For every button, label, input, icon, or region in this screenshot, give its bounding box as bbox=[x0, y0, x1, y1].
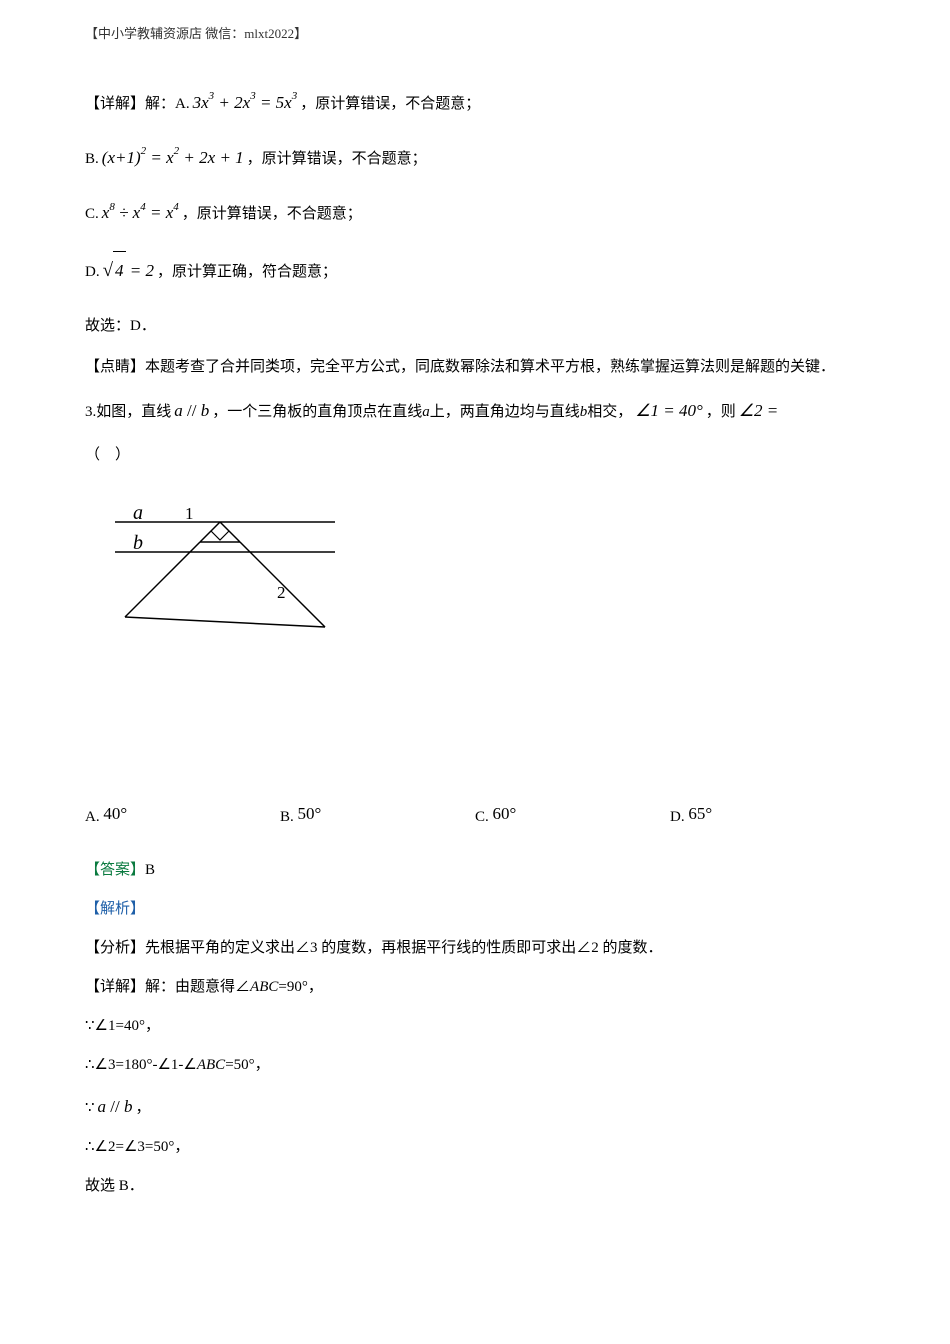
prev-conclusion: 故选：D． bbox=[85, 310, 865, 343]
opt-c-value: 60° bbox=[493, 804, 517, 823]
q3-text3: 上，两直角边均与直线 bbox=[430, 396, 580, 429]
q3-detail-5: ∴∠2=∠3=50°， bbox=[85, 1131, 865, 1164]
analyze-label: 【分析】 bbox=[85, 940, 145, 956]
q3-detail-4: ∵ a // b ， bbox=[85, 1088, 865, 1125]
opt-c-text: ，原计算错误，不合题意； bbox=[182, 198, 362, 231]
q3-cond1: a // b bbox=[171, 392, 212, 429]
prev-detail-b: B. (x+1)2 = x2 + 2x + 1 ，原计算错误，不合题意； bbox=[85, 139, 865, 176]
detail-line4-a: ∵ bbox=[85, 1092, 95, 1125]
page-header: 【中小学教辅资源店 微信：mlxt2022】 bbox=[85, 20, 865, 49]
opt-b-eq: (x+1)2 = x2 + 2x + 1 bbox=[99, 139, 247, 176]
opt-a-label: A. bbox=[175, 88, 190, 121]
q3-detail-1: 【详解】解：由题意得∠ABC=90°， bbox=[85, 971, 865, 1004]
q3-options-marker: （ ） bbox=[85, 439, 865, 472]
q3-diagram-container: a b 1 2 bbox=[85, 492, 865, 765]
q3-diagram: a b 1 2 bbox=[105, 492, 345, 752]
prev-detail-d: D. √4 = 2 ，原计算正确，符合题意； bbox=[85, 250, 865, 292]
opt-d-label: D. bbox=[670, 809, 688, 825]
answer-label: 【答案】 bbox=[85, 862, 145, 878]
q3-text4: 相交， bbox=[587, 396, 632, 429]
q3-text5: ，则 bbox=[706, 396, 736, 429]
opt-b-label: B. bbox=[85, 143, 99, 176]
opt-a-label: A. bbox=[85, 809, 103, 825]
detail-line1-a: 解：由题意得∠ bbox=[145, 979, 250, 995]
opt-a-text: ，原计算错误，不合题意； bbox=[300, 88, 480, 121]
q3-options: A. 40° B. 50° C. 60° D. 65° bbox=[85, 795, 865, 834]
prev-comment: 【点睛】本题考查了合并同类项，完全平方公式，同底数幂除法和算术平方根，熟练掌握运… bbox=[85, 351, 865, 384]
q3-text2: ，一个三角板的直角顶点在直线 bbox=[212, 396, 422, 429]
q3-analysis-label: 【解析】 bbox=[85, 893, 865, 926]
detail-line1-b: =90°， bbox=[278, 979, 322, 995]
diagram-label-a: a bbox=[133, 502, 143, 524]
analyze-text: 先根据平角的定义求出∠3 的度数，再根据平行线的性质即可求出∠2 的度数． bbox=[145, 940, 663, 956]
detail-label: 【详解】 bbox=[85, 979, 145, 995]
q3-stem: 3. 如图，直线 a // b ，一个三角板的直角顶点在直线 a 上，两直角边均… bbox=[85, 392, 865, 429]
q3-var-b: b bbox=[580, 396, 588, 429]
q3-text1: 如图，直线 bbox=[96, 396, 171, 429]
q3-conclusion: 故选 B． bbox=[85, 1170, 865, 1203]
q3-option-b: B. 50° bbox=[280, 795, 475, 834]
q3-option-c: C. 60° bbox=[475, 795, 670, 834]
prev-detail-c: C. x8 ÷ x4 = x4 ，原计算错误，不合题意； bbox=[85, 194, 865, 231]
q3-number: 3. bbox=[85, 396, 96, 429]
opt-d-eq: √4 = 2 bbox=[100, 250, 157, 292]
q3-detail-2: ∵∠1=40°， bbox=[85, 1010, 865, 1043]
diagram-label-1: 1 bbox=[185, 504, 194, 523]
q3-analyze: 【分析】先根据平角的定义求出∠3 的度数，再根据平行线的性质即可求出∠2 的度数… bbox=[85, 932, 865, 965]
detail-line1-abc: ABC bbox=[250, 979, 278, 995]
comment-label: 【点睛】 bbox=[85, 359, 145, 375]
detail-line4-eq: a // b bbox=[95, 1088, 136, 1125]
q3-answer: 【答案】B bbox=[85, 854, 865, 887]
detail-line4-b: ， bbox=[136, 1092, 151, 1125]
detail-line3-b: =50°， bbox=[225, 1057, 269, 1073]
opt-d-value: 65° bbox=[688, 804, 712, 823]
answer-value: B bbox=[145, 862, 155, 878]
opt-c-label: C. bbox=[475, 809, 493, 825]
diagram-label-b: b bbox=[133, 532, 143, 554]
opt-d-text: ，原计算正确，符合题意； bbox=[157, 256, 337, 289]
opt-b-value: 50° bbox=[298, 804, 322, 823]
opt-c-label: C. bbox=[85, 198, 99, 231]
detail-line3-abc: ABC bbox=[197, 1057, 225, 1073]
detail-line3-a: ∴∠3=180°-∠1-∠ bbox=[85, 1057, 197, 1073]
prev-detail-a: 【详解】解： A. 3x3 + 2x3 = 5x3 ，原计算错误，不合题意； bbox=[85, 84, 865, 121]
detail-label: 【详解】解： bbox=[85, 88, 175, 121]
opt-a-eq: 3x3 + 2x3 = 5x3 bbox=[190, 84, 301, 121]
diagram-label-2: 2 bbox=[277, 583, 286, 602]
q3-var-a: a bbox=[422, 396, 430, 429]
q3-angle1: ∠1 = 40° bbox=[632, 392, 706, 429]
opt-d-label: D. bbox=[85, 256, 100, 289]
q3-option-d: D. 65° bbox=[670, 795, 865, 834]
q3-detail-3: ∴∠3=180°-∠1-∠ABC=50°， bbox=[85, 1049, 865, 1082]
opt-b-text: ，原计算错误，不合题意； bbox=[247, 143, 427, 176]
comment-text: 本题考查了合并同类项，完全平方公式，同底数幂除法和算术平方根，熟练掌握运算法则是… bbox=[145, 359, 835, 375]
q3-angle2: ∠2 = bbox=[736, 392, 781, 429]
opt-a-value: 40° bbox=[103, 804, 127, 823]
opt-c-eq: x8 ÷ x4 = x4 bbox=[99, 194, 182, 231]
q3-option-a: A. 40° bbox=[85, 795, 280, 834]
opt-b-label: B. bbox=[280, 809, 298, 825]
